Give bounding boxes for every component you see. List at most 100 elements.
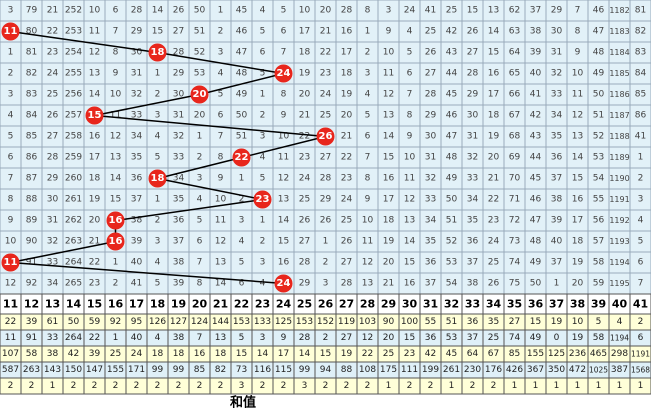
cell-value: 42 (530, 111, 541, 121)
cell-value: 17 (383, 195, 394, 205)
header-label: 35 (507, 298, 522, 311)
cell-value: 40 (551, 237, 563, 247)
cell-value: 1184 (609, 48, 629, 57)
cell-value: 252 (65, 6, 82, 16)
cell-value: 25 (488, 258, 499, 268)
cell-value: 1 (323, 237, 329, 247)
stat-value: 472 (569, 365, 586, 375)
stat-value: 92 (110, 317, 121, 327)
cell-value: 2 (239, 195, 245, 205)
cell-value: 260 (65, 174, 82, 184)
stat-value: 36 (467, 317, 479, 327)
header-label: 17 (129, 298, 144, 311)
cell-value: 7 (113, 27, 119, 37)
cell-value: 3 (365, 69, 371, 79)
stat-value: 261 (443, 365, 460, 375)
cell-value: 10 (215, 195, 227, 205)
stat-value: 2 (365, 381, 371, 391)
cell-value: 18 (299, 48, 311, 58)
cell-value: 8 (407, 111, 413, 121)
stat-value: 59 (89, 317, 101, 327)
cell-value: 37 (467, 258, 478, 268)
cell-value: 29 (47, 174, 59, 184)
cell-value: 13 (383, 111, 394, 121)
cell-value: 21 (299, 111, 310, 121)
stat-value: 465 (590, 349, 607, 359)
cell-value: 1 (155, 69, 161, 79)
cell-value: 13 (404, 216, 415, 226)
cell-value: 1 (260, 90, 266, 100)
cell-value: 11 (572, 90, 583, 100)
cell-value: 2 (323, 258, 329, 268)
cell-value: 24 (404, 6, 416, 16)
cell-value: 5 (239, 258, 245, 268)
stat-value: 171 (128, 365, 145, 375)
stat-value: 127 (170, 317, 187, 327)
cell-value: 6 (197, 237, 203, 247)
cell-value: 27 (173, 27, 184, 37)
stat-value: 100 (401, 317, 418, 327)
cell-value: 14 (572, 153, 584, 163)
stat-value: 61 (47, 317, 58, 327)
cell-value: 9 (8, 216, 14, 226)
stat-value: 20 (383, 333, 395, 343)
cell-value: 32 (425, 174, 436, 184)
cell-value: 45 (236, 6, 247, 16)
cell-value: 4 (638, 216, 644, 226)
stat-value: 5 (239, 333, 245, 343)
cell-value: 15 (110, 195, 121, 205)
stat-value: 150 (65, 365, 82, 375)
stat-value: 133 (254, 317, 271, 327)
stat-value: 45 (446, 349, 457, 359)
cell-value: 75 (509, 279, 520, 289)
stat-value: 19 (572, 333, 584, 343)
cell-value: 41 (530, 90, 541, 100)
cell-value: 32 (47, 237, 58, 247)
cell-value: 32 (551, 69, 562, 79)
cell-value: 47 (446, 132, 457, 142)
cell-value: 13 (572, 132, 583, 142)
cell-value: 11 (404, 174, 415, 184)
hit-value: 11 (4, 257, 18, 268)
cell-value: 5 (638, 237, 644, 247)
cell-value: 39 (173, 279, 185, 289)
cell-value: 1 (638, 153, 644, 163)
cell-value: 8 (365, 6, 371, 16)
cell-value: 32 (173, 132, 184, 142)
hit-value: 23 (256, 194, 270, 205)
cell-value: 5 (260, 174, 266, 184)
cell-value: 43 (446, 48, 457, 58)
cell-value: 36 (131, 174, 143, 184)
stat-value: 50 (68, 317, 80, 327)
cell-value: 15 (404, 258, 415, 268)
cell-value: 19 (488, 132, 500, 142)
cell-value: 20 (194, 111, 206, 121)
header-label: 20 (192, 298, 208, 311)
cell-value: 29 (173, 69, 185, 79)
stat-value: 40 (131, 333, 143, 343)
stat-value: 11 (5, 333, 16, 343)
hit-value: 20 (193, 89, 207, 100)
stat-value: 124 (191, 317, 208, 327)
cell-value: 12 (404, 195, 415, 205)
stat-value: 1 (617, 381, 623, 391)
cell-value: 31 (47, 216, 58, 226)
cell-value: 55 (593, 195, 604, 205)
stat-value: 85 (509, 349, 520, 359)
stat-value: 1 (638, 381, 644, 391)
cell-value: 18 (383, 216, 395, 226)
cell-value: 4 (239, 237, 245, 247)
cell-value: 27 (320, 153, 331, 163)
cell-value: 41 (425, 6, 436, 16)
cell-value: 31 (173, 111, 184, 121)
cell-value: 253 (65, 27, 82, 37)
stat-value: 155 (527, 349, 544, 359)
cell-value: 10 (404, 153, 416, 163)
cell-value: 32 (467, 153, 478, 163)
cell-value: 89 (26, 216, 38, 226)
stat-value: 73 (236, 365, 247, 375)
cell-value: 14 (215, 279, 227, 289)
cell-value: 14 (488, 27, 500, 37)
stat-value: 1568 (631, 366, 650, 375)
